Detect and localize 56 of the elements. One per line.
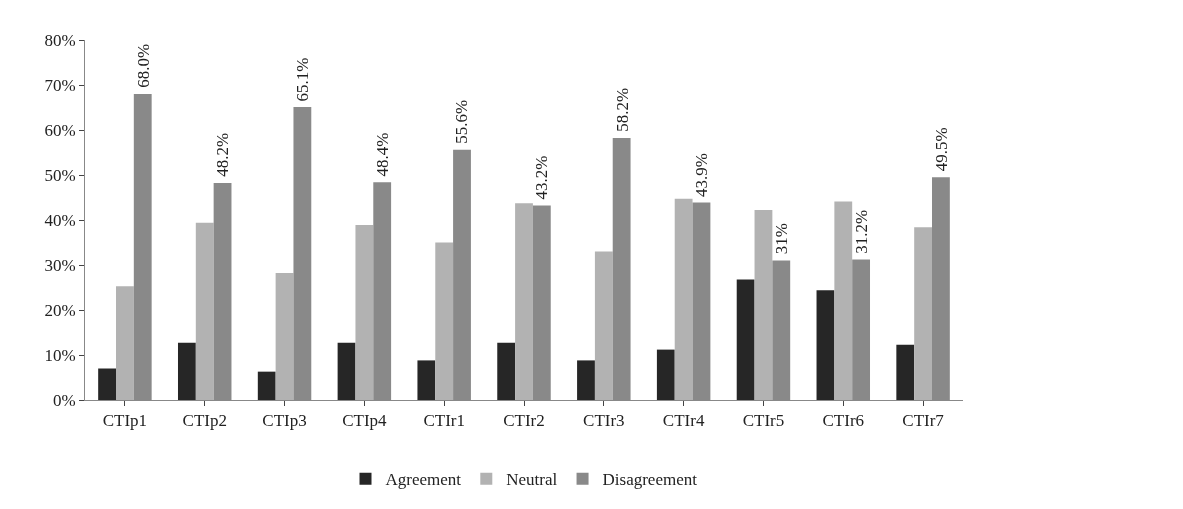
legend-label: Neutral [506,470,558,490]
y-tick-label: 0% [52,390,76,410]
data-label: 48.4% [372,132,392,177]
y-tick-label: 50% [44,165,76,185]
data-label: 55.6% [452,99,472,144]
bar [656,349,675,400]
bar [337,342,356,400]
x-tick-label: CTIr7 [902,411,945,431]
data-label: 31% [772,223,792,255]
bar [834,201,853,400]
y-tick-label: 20% [44,300,76,320]
data-label: 68.0% [133,43,153,88]
x-tick-label: CTIp3 [262,411,307,431]
bar [257,371,276,400]
bar [515,203,533,400]
bar [674,198,693,400]
x-tick-label: CTIr6 [822,411,865,431]
x-tick-label: CTIr3 [583,411,625,431]
bar [275,273,294,400]
legend-label: Agreement [385,470,462,490]
x-tick-label: CTIr1 [423,411,465,431]
x-tick-label: CTIp2 [182,411,227,431]
data-label: 43.9% [692,152,712,197]
bar [98,368,116,400]
data-label: 48.2% [213,132,233,177]
bar [914,227,932,400]
y-tick-label: 60% [44,120,76,140]
data-label: 31.2% [851,209,871,254]
bar [435,242,454,400]
data-label: 65.1% [293,57,313,102]
x-tick-label: CTIr2 [503,411,545,431]
y-tick-label: 30% [44,255,76,275]
data-label: 49.5% [931,127,951,172]
x-tick-label: CTIp1 [102,411,148,431]
bar [736,279,755,400]
bar [816,290,835,400]
x-tick-label: CTIr5 [742,411,785,431]
bar [116,286,134,400]
data-label: 43.2% [532,155,552,200]
bar [594,251,613,400]
y-tick-label: 70% [44,75,76,95]
bar [177,342,196,400]
x-tick-label: CTIp4 [342,411,388,431]
bar [577,360,595,400]
legend-label: Disagreement [602,470,698,490]
bar [195,222,214,400]
data-label: 58.2% [612,87,632,132]
y-tick-label: 40% [44,210,76,230]
bar [497,342,516,400]
x-tick-label: CTIr4 [662,411,705,431]
bar [754,210,773,400]
y-tick-label: 10% [44,345,76,365]
y-tick-label: 80% [44,30,76,50]
bar [417,360,436,400]
bar [355,224,374,400]
bar [896,344,915,400]
